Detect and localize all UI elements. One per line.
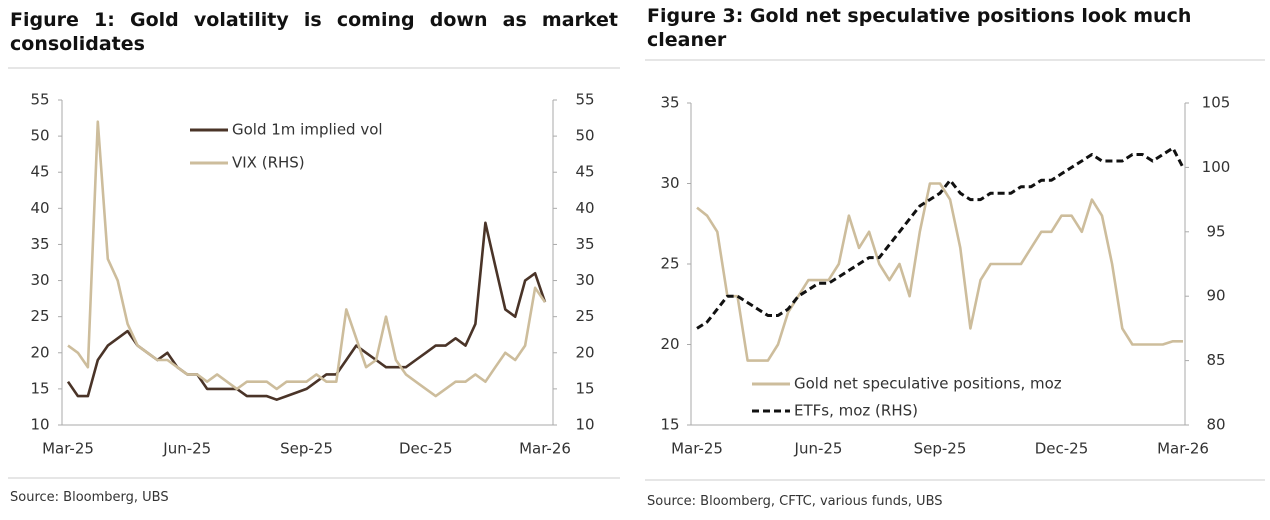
- x-tick-label: Sep-25: [914, 440, 967, 458]
- legend-label: VIX (RHS): [232, 154, 305, 172]
- y-tick-label: 25: [30, 307, 49, 325]
- y2-tick-label: 105: [1202, 94, 1231, 112]
- y2-tick-label: 95: [1206, 222, 1225, 240]
- y2-tick-label: 80: [1206, 416, 1225, 434]
- y-tick-label: 35: [30, 235, 49, 253]
- legend-label: Gold net speculative positions, moz: [794, 375, 1062, 393]
- y2-tick-label: 100: [1202, 158, 1231, 176]
- source-note: Source: Bloomberg, UBS: [10, 490, 169, 505]
- x-tick-label: Dec-25: [399, 440, 453, 458]
- series-line: [696, 146, 1185, 330]
- y2-tick-label: 30: [575, 271, 594, 289]
- y-tick-label: 25: [660, 255, 679, 273]
- y-tick-label: 55: [30, 91, 49, 109]
- legend-label: Gold 1m implied vol: [232, 121, 383, 139]
- x-tick-label: Mar-26: [1157, 440, 1209, 458]
- y-tick-label: 50: [30, 127, 49, 145]
- x-tick-label: Mar-25: [42, 440, 94, 458]
- x-tick-label: Dec-25: [1035, 440, 1089, 458]
- y-tick-label: 30: [660, 174, 679, 192]
- y2-tick-label: 45: [575, 163, 594, 181]
- y-tick-label: 20: [30, 343, 49, 361]
- y2-tick-label: 90: [1206, 287, 1225, 305]
- y2-tick-label: 25: [575, 307, 594, 325]
- series-line: [696, 182, 1183, 362]
- y-tick-label: 15: [30, 379, 49, 397]
- y-tick-label: 35: [660, 94, 679, 112]
- y2-tick-label: 50: [575, 127, 594, 145]
- y2-tick-label: 85: [1206, 351, 1225, 369]
- y-tick-label: 10: [30, 416, 49, 434]
- x-tick-label: Mar-26: [519, 440, 571, 458]
- x-tick-label: Sep-25: [280, 440, 333, 458]
- source-note: Source: Bloomberg, CFTC, various funds, …: [647, 494, 943, 509]
- y-tick-label: 45: [30, 163, 49, 181]
- x-tick-label: Jun-25: [162, 440, 211, 458]
- series-line: [67, 120, 547, 398]
- y2-tick-label: 15: [575, 379, 594, 397]
- y2-tick-label: 35: [575, 235, 594, 253]
- y-tick-label: 40: [30, 199, 49, 217]
- y-tick-label: 30: [30, 271, 49, 289]
- chart-title: Figure 1: Gold volatility is coming down…: [10, 9, 618, 55]
- y2-tick-label: 55: [575, 91, 594, 109]
- y-tick-label: 15: [660, 416, 679, 434]
- legend-label: ETFs, moz (RHS): [794, 402, 918, 420]
- y-tick-label: 20: [660, 335, 679, 353]
- series-line: [66, 221, 547, 401]
- y2-tick-label: 40: [575, 199, 594, 217]
- chart-title: Figure 3: Gold net speculative positions…: [647, 5, 1192, 51]
- y2-tick-label: 10: [575, 416, 594, 434]
- x-tick-label: Mar-25: [671, 440, 723, 458]
- x-tick-label: Jun-25: [794, 440, 843, 458]
- y2-tick-label: 20: [575, 343, 594, 361]
